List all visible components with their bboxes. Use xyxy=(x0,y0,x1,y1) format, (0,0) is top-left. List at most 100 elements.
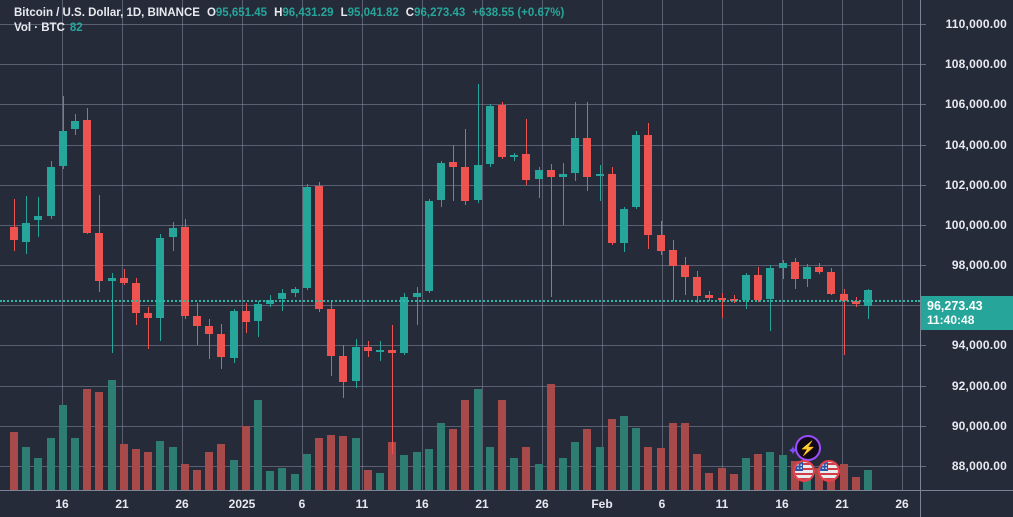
candle-body xyxy=(144,313,152,319)
gridline-vertical xyxy=(722,0,723,490)
volume-bar xyxy=(181,463,189,490)
candle-body xyxy=(10,226,18,240)
volume-indicator-label[interactable]: Vol · BTC xyxy=(14,22,65,34)
volume-bar xyxy=(83,388,91,490)
candle-body xyxy=(205,326,213,335)
candle-body xyxy=(632,134,640,207)
current-price-badge: 96,273.43 11:40:48 xyxy=(921,296,1013,330)
gridline-horizontal xyxy=(0,386,920,387)
price-axis-label: 92,000.00 xyxy=(951,379,1007,393)
us-flag-marker-2[interactable] xyxy=(818,460,840,482)
price-axis-tick xyxy=(921,345,926,346)
volume-bar xyxy=(352,437,360,490)
lightning-event-marker[interactable]: ⚡ xyxy=(795,435,821,461)
candle-body xyxy=(425,200,433,292)
price-axis-label: 106,000.00 xyxy=(944,97,1007,111)
gridline-vertical xyxy=(602,0,603,490)
lightning-bolt-icon: ⚡ xyxy=(799,440,817,456)
candle-body xyxy=(291,289,299,294)
candle-body xyxy=(315,185,323,310)
candle-wick xyxy=(453,144,454,201)
volume-bar xyxy=(34,458,42,490)
volume-bar xyxy=(766,452,774,490)
volume-bar xyxy=(730,474,738,490)
time-axis-label: 16 xyxy=(55,497,69,511)
price-axis-tick xyxy=(921,64,926,65)
flag-canton xyxy=(820,462,829,471)
price-axis-label: 102,000.00 xyxy=(944,178,1007,192)
candle-body xyxy=(120,278,128,284)
volume-bar xyxy=(535,463,543,490)
chart-plot-area[interactable]: ✦ ⚡ xyxy=(0,0,920,490)
volume-bar xyxy=(132,449,140,490)
volume-bar xyxy=(608,419,616,490)
price-axis-label: 104,000.00 xyxy=(944,138,1007,152)
candle-body xyxy=(22,222,30,242)
gridline-horizontal xyxy=(0,104,920,105)
volume-bar xyxy=(303,453,311,490)
flag-stripe xyxy=(795,473,813,476)
candle-wick xyxy=(722,293,723,319)
candle-body xyxy=(718,298,726,301)
time-axis-label: 2025 xyxy=(228,497,256,511)
price-axis-label: 90,000.00 xyxy=(951,419,1007,433)
time-axis-label: 11 xyxy=(355,497,369,511)
time-axis-label: 16 xyxy=(775,497,789,511)
current-price-time: 11:40:48 xyxy=(927,313,975,327)
candle-body xyxy=(864,290,872,307)
gridline-vertical xyxy=(242,0,243,490)
us-flag-marker-1[interactable] xyxy=(793,460,815,482)
candle-wick xyxy=(392,325,393,454)
candle-body xyxy=(461,166,469,201)
gridline-vertical xyxy=(902,0,903,490)
volume-bar xyxy=(169,446,177,490)
candle-body xyxy=(644,134,652,235)
price-axis-label: 100,000.00 xyxy=(944,218,1007,232)
candle-body xyxy=(705,295,713,299)
volume-bar xyxy=(22,446,30,490)
time-axis-label: 6 xyxy=(298,497,306,511)
volume-bar xyxy=(193,469,201,490)
flag-canton xyxy=(795,462,804,471)
volume-bar xyxy=(205,452,213,490)
gridline-horizontal xyxy=(0,466,920,467)
candle-body xyxy=(754,275,762,301)
candle-body xyxy=(303,186,311,289)
volume-bar xyxy=(425,449,433,490)
candle-body xyxy=(827,272,835,295)
candle-body xyxy=(522,153,530,180)
high-value: 96,431.29 xyxy=(282,7,334,19)
candle-body xyxy=(657,234,665,252)
candle-body xyxy=(327,309,335,357)
price-axis-tick xyxy=(921,185,926,186)
candle-wick xyxy=(514,152,515,161)
candle-wick xyxy=(563,162,564,225)
close-value: 96,273.43 xyxy=(414,7,466,19)
volume-bar xyxy=(669,423,677,490)
volume-bar xyxy=(10,432,18,490)
axis-separator xyxy=(920,491,921,517)
symbol-title[interactable]: Bitcoin / U.S. Dollar, 1D, BINANCE xyxy=(14,7,200,19)
candle-body xyxy=(840,294,848,302)
candle-wick xyxy=(14,198,15,251)
flag-background xyxy=(795,462,813,480)
price-axis-label: 88,000.00 xyxy=(951,459,1007,473)
volume-bar xyxy=(47,437,55,490)
candle-wick xyxy=(551,163,552,298)
gridline-vertical xyxy=(482,0,483,490)
time-axis[interactable]: 16 21 26 2025 6 11 16 21 26 Feb 6 11 16 21 26 xyxy=(0,490,1013,517)
gridline-horizontal xyxy=(0,426,920,427)
chart-legend: Bitcoin / U.S. Dollar, 1D, BINANCE O95,65… xyxy=(14,6,564,36)
candle-body xyxy=(34,215,42,220)
price-axis[interactable]: 110,000.00 108,000.00 106,000.00 104,000.00… xyxy=(920,0,1013,490)
candle-body xyxy=(242,311,250,323)
gridline-vertical xyxy=(782,0,783,490)
volume-bar xyxy=(120,443,128,490)
candle-body xyxy=(376,350,384,353)
volume-bar xyxy=(474,388,482,490)
price-axis-tick xyxy=(921,24,926,25)
candle-body xyxy=(547,169,555,177)
candle-body xyxy=(815,267,823,273)
price-line-dotted xyxy=(0,300,920,302)
